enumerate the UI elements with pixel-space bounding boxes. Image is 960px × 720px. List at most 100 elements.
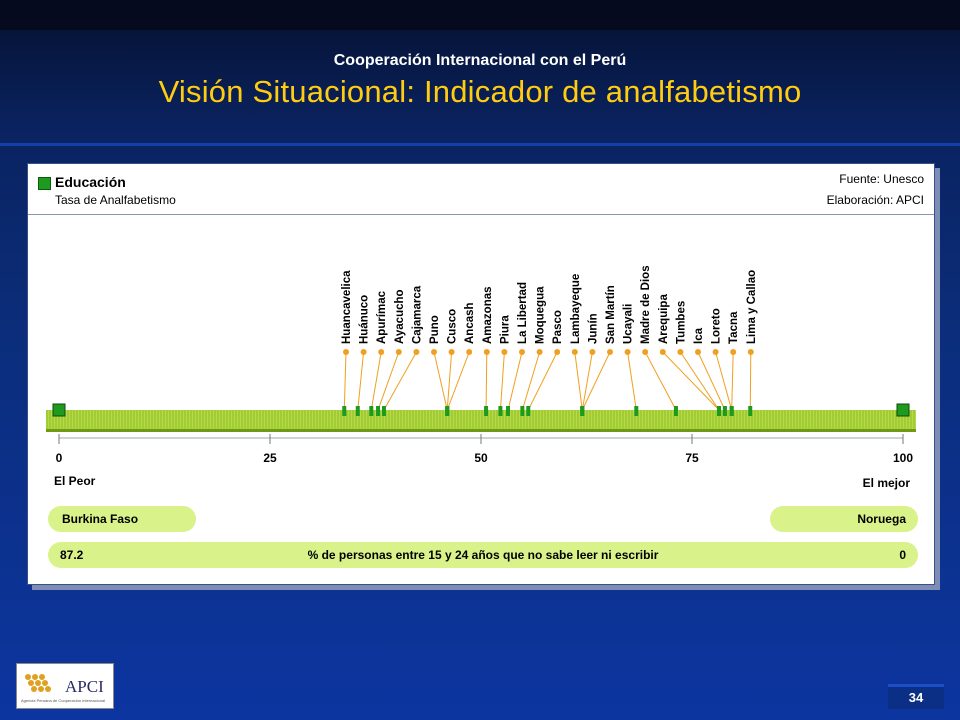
region-label: Arequipa: [658, 294, 670, 344]
callout-dot: [501, 349, 508, 355]
callout-dot: [431, 349, 437, 355]
region-label: Lima y Callao: [746, 270, 758, 344]
header-divider: [0, 143, 960, 146]
callout-line: [644, 351, 677, 411]
region-marker: [484, 406, 489, 416]
callout-line: [499, 351, 505, 411]
chart-panel: Educación Tasa de Analfabetismo Fuente: …: [27, 163, 935, 585]
callout-dot: [536, 349, 543, 355]
callout-line: [370, 351, 382, 411]
apci-logo: APCI Agencia Peruana de Cooperación Inte…: [16, 663, 114, 709]
callout-line: [574, 351, 583, 411]
region-label: Ucayali: [623, 304, 635, 344]
indicator-label: Tasa de Analfabetismo: [55, 193, 176, 207]
callout-line: [731, 351, 734, 411]
endpoint-marker: [52, 403, 66, 417]
region-label: Lambayeque: [570, 274, 582, 344]
callout-dot: [747, 349, 754, 355]
region-marker: [506, 406, 511, 416]
elaboration-label: Elaboración: APCI: [826, 193, 924, 207]
region-marker: [445, 406, 450, 416]
callout-dot: [343, 349, 349, 355]
x-tick-label: 75: [685, 451, 699, 465]
right-end-label: El mejor: [863, 476, 911, 490]
region-label: Apurímac: [376, 290, 388, 344]
callout-dot: [554, 349, 561, 355]
callout-line: [521, 351, 541, 411]
region-label: Ancash: [464, 302, 476, 344]
callout-line: [697, 351, 726, 411]
best-value: 0: [899, 548, 906, 562]
region-label: San Martín: [605, 285, 617, 344]
callout-line: [433, 351, 448, 411]
page-subtitle: Cooperación Internacional con el Perú: [333, 52, 627, 69]
region-label: Pasco: [552, 310, 564, 344]
best-country-pill: Noruega: [770, 506, 918, 532]
callout-dot: [589, 349, 596, 355]
callout-dot: [395, 349, 402, 355]
panel-divider: [28, 214, 934, 215]
page-title: Visión Situacional: Indicador de analfab…: [158, 74, 802, 109]
logo-tagline: Agencia Peruana de Cooperación Internaci…: [21, 698, 106, 703]
worst-value: 87.2: [60, 548, 84, 562]
top-band: [0, 0, 960, 30]
callout-dot: [448, 349, 455, 355]
region-label: Huánuco: [359, 295, 371, 344]
logo-mark-icon: [25, 674, 51, 692]
callout-line: [383, 351, 417, 411]
x-tick-label: 100: [893, 451, 913, 465]
callout-dot: [624, 349, 631, 355]
callout-line: [527, 351, 558, 411]
callout-line: [446, 351, 453, 411]
worst-country-pill: Burkina Faso: [48, 506, 196, 532]
region-label: Loreto: [711, 308, 723, 344]
region-marker: [526, 406, 531, 416]
category-label: Educación: [55, 174, 126, 190]
callout-dot: [659, 349, 666, 355]
region-marker: [520, 406, 525, 416]
region-marker: [673, 406, 678, 416]
callout-dot: [378, 349, 385, 355]
callout-line: [357, 351, 365, 411]
region-marker: [381, 406, 386, 416]
region-marker: [342, 406, 347, 416]
endpoint-marker: [896, 403, 910, 417]
callout-line: [749, 351, 752, 411]
region-marker: [355, 406, 360, 416]
region-marker: [722, 406, 727, 416]
region-label: Huancavelica: [341, 270, 353, 344]
scale-bar-base: [46, 429, 916, 432]
region-label: Tacna: [728, 311, 740, 344]
region-label: Moquegua: [535, 286, 547, 344]
region-marker: [729, 406, 734, 416]
x-tick-label: 25: [263, 451, 277, 465]
page-number: 34: [888, 684, 944, 709]
illiteracy-scale-chart: 0 25 50 75 100 El Peor El mejor Huancavelica Huá…: [46, 265, 916, 490]
callout-dot: [413, 349, 420, 355]
region-marker: [634, 406, 639, 416]
callout-line: [627, 351, 637, 411]
callout-dot: [519, 349, 525, 355]
callout-dot: [712, 349, 719, 355]
worst-country-label: Burkina Faso: [62, 512, 139, 526]
x-tick-label: 0: [56, 451, 63, 465]
callout-dot: [466, 349, 473, 355]
callout-dot: [677, 349, 684, 355]
indicator-description: % de personas entre 15 y 24 años que no …: [307, 548, 659, 562]
callout-line: [662, 351, 720, 411]
region-label: Madre de Dios: [640, 265, 652, 344]
callout-dot: [730, 349, 737, 355]
region-label: Tumbes: [675, 301, 687, 344]
callout-line: [715, 351, 733, 411]
callout-dot: [607, 349, 613, 355]
callout-dot: [483, 349, 490, 355]
callout-dot: [695, 349, 701, 355]
region-label: Cajamarca: [411, 285, 423, 344]
region-marker: [498, 406, 503, 416]
region-label: Junín: [587, 313, 599, 344]
left-end-label: El Peor: [54, 474, 96, 488]
region-marker: [369, 406, 374, 416]
callout-line: [485, 351, 488, 411]
callout-line: [679, 351, 720, 411]
callout-line: [581, 351, 593, 411]
